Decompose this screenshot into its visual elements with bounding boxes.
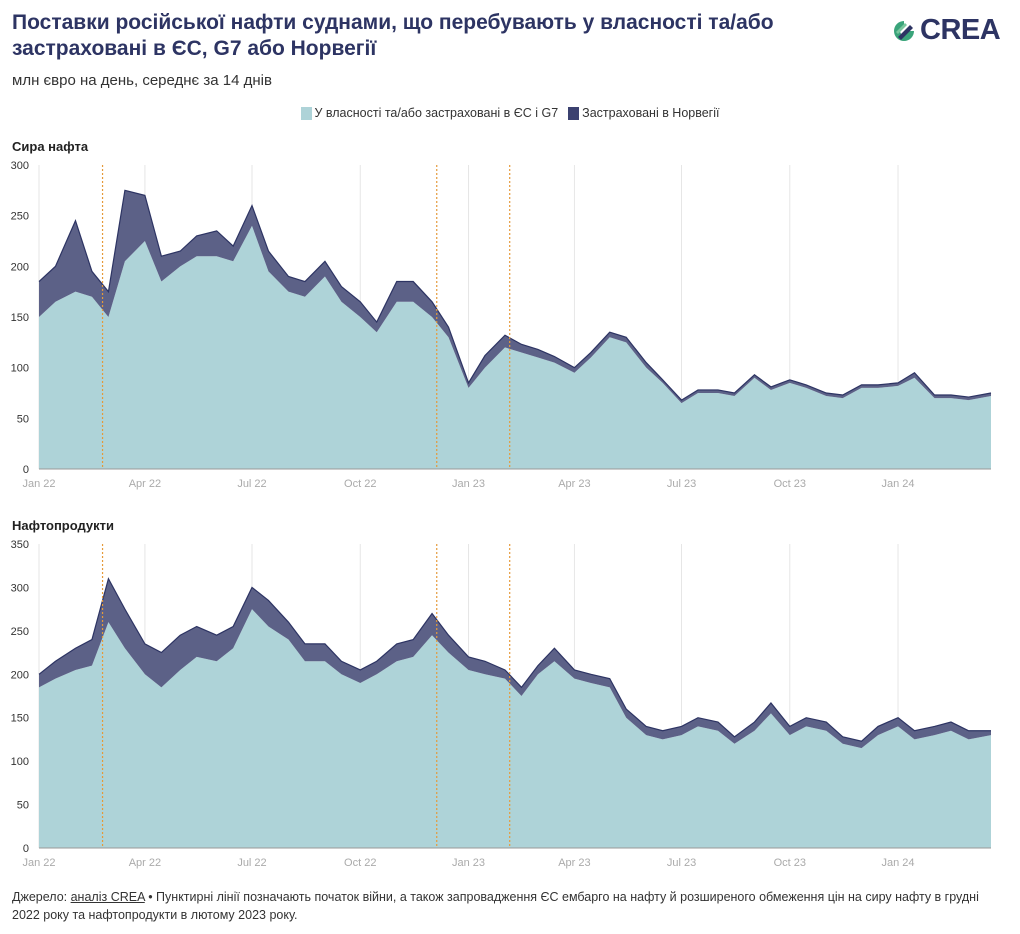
legend: У власності та/або застраховані в ЄС і G… — [0, 106, 1020, 120]
y-tick-label: 100 — [11, 363, 29, 375]
x-tick-label: Apr 23 — [558, 478, 590, 490]
x-tick-label: Jan 24 — [882, 857, 915, 869]
x-tick-label: Jul 22 — [237, 857, 266, 869]
y-tick-label: 150 — [11, 713, 29, 725]
y-tick-label: 250 — [11, 211, 29, 223]
x-tick-label: Apr 22 — [129, 478, 161, 490]
panel-title-products: Нафтопродукти — [12, 518, 115, 533]
x-tick-label: Oct 22 — [344, 478, 376, 490]
x-tick-label: Jul 23 — [667, 857, 696, 869]
y-tick-label: 250 — [11, 626, 29, 638]
legend-swatch-norway — [568, 106, 580, 120]
crea-logo: CREA — [892, 14, 1001, 47]
y-tick-label: 0 — [23, 843, 29, 855]
x-tick-label: Jan 24 — [882, 478, 915, 490]
chart-title: Поставки російської нафти суднами, що пе… — [12, 11, 774, 60]
legend-label-norway: Застраховані в Норвегії — [582, 106, 720, 120]
x-tick-label: Jan 23 — [452, 857, 485, 869]
x-tick-label: Apr 23 — [558, 857, 590, 869]
logo-text: CREA — [920, 14, 1001, 46]
y-tick-label: 100 — [11, 756, 29, 768]
footer-text: • Пунктирні лінії позначають початок вій… — [12, 890, 979, 922]
x-tick-label: Jul 22 — [237, 478, 266, 490]
legend-label-eu-g7: У власності та/або застраховані в ЄС і G… — [314, 106, 559, 120]
y-tick-label: 300 — [11, 160, 29, 172]
area-eu-g7 — [39, 609, 991, 848]
legend-swatch-eu-g7 — [300, 106, 312, 120]
source-link[interactable]: аналіз CREA — [70, 890, 145, 904]
line-total — [38, 189, 992, 401]
x-tick-label: Apr 22 — [129, 857, 161, 869]
y-tick-label: 50 — [17, 800, 29, 812]
area-norway — [39, 578, 991, 749]
x-tick-label: Jan 23 — [452, 478, 485, 490]
y-tick-label: 200 — [11, 261, 29, 273]
crea-logo-icon — [894, 20, 914, 41]
y-tick-label: 0 — [23, 464, 29, 476]
oil-products-chart: Jan 22 Apr 22 Jul 22 Oct 22 Jan 23 Apr 23 Jul … — [11, 539, 991, 869]
y-tick-label: 350 — [11, 539, 29, 551]
legend-item-eu-g7[interactable]: У власності та/або застраховані в ЄС і G… — [300, 106, 559, 120]
y-tick-label: 200 — [11, 669, 29, 681]
x-tick-label: Oct 22 — [344, 857, 376, 869]
x-tick-label: Oct 23 — [774, 478, 806, 490]
legend-item-norway[interactable]: Застраховані в Норвегії — [568, 106, 720, 120]
x-tick-label: Jan 22 — [22, 478, 55, 490]
area-eu-g7 — [39, 225, 991, 469]
footer-note: Джерело: аналіз CREA • Пунктирні лінії п… — [12, 888, 1007, 924]
y-tick-label: 50 — [17, 413, 29, 425]
chart-subtitle: млн євро на день, середнє за 14 днів — [12, 72, 272, 89]
y-tick-label: 300 — [11, 582, 29, 594]
crude-oil-chart: Jan 22 Apr 22 Jul 22 Oct 22 Jan 23 Apr 23 Jul … — [11, 160, 992, 490]
x-tick-label: Jul 23 — [667, 478, 696, 490]
line-total — [38, 577, 991, 742]
x-tick-label: Oct 23 — [774, 857, 806, 869]
x-tick-label: Jan 22 — [22, 857, 55, 869]
area-norway — [39, 190, 991, 404]
y-tick-label: 150 — [11, 312, 29, 324]
source-prefix: Джерело: — [12, 890, 71, 904]
panel-title-crude: Сира нафта — [12, 139, 89, 154]
